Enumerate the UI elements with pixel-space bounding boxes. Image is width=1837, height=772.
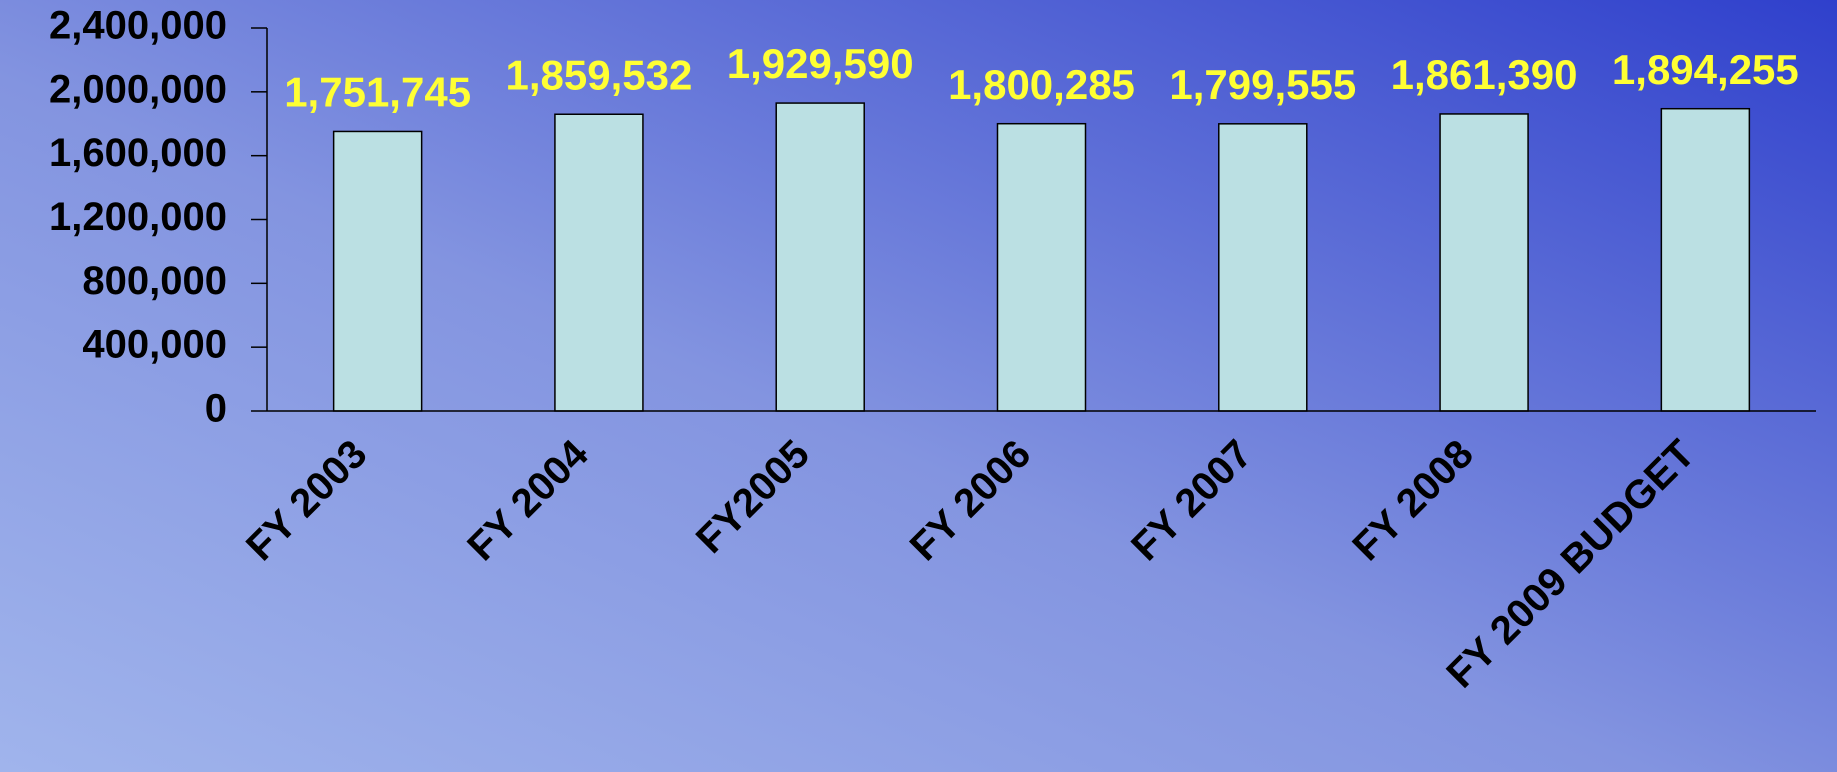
value-label: 1,751,745 bbox=[284, 69, 471, 116]
bar bbox=[775, 102, 865, 412]
value-label: 1,799,555 bbox=[1169, 61, 1356, 108]
value-label: 1,859,532 bbox=[505, 51, 692, 98]
value-label: 1,861,390 bbox=[1391, 51, 1578, 98]
bar bbox=[996, 122, 1087, 412]
value-label: 1,800,285 bbox=[948, 61, 1135, 108]
y-tick-label: 2,400,000 bbox=[49, 4, 227, 48]
bar bbox=[332, 130, 423, 412]
y-tick-label: 800,000 bbox=[82, 259, 227, 303]
bar bbox=[1660, 107, 1751, 412]
value-label: 1,929,590 bbox=[727, 40, 914, 87]
y-tick-label: 2,000,000 bbox=[49, 67, 227, 111]
bar bbox=[1218, 123, 1308, 412]
y-tick-label: 400,000 bbox=[82, 323, 227, 367]
value-label: 1,894,255 bbox=[1612, 46, 1799, 93]
y-tick-label: 0 bbox=[205, 387, 227, 431]
bar bbox=[554, 113, 644, 412]
y-tick-label: 1,600,000 bbox=[49, 131, 227, 175]
y-tick-label: 1,200,000 bbox=[49, 195, 227, 239]
bar bbox=[1439, 113, 1529, 412]
